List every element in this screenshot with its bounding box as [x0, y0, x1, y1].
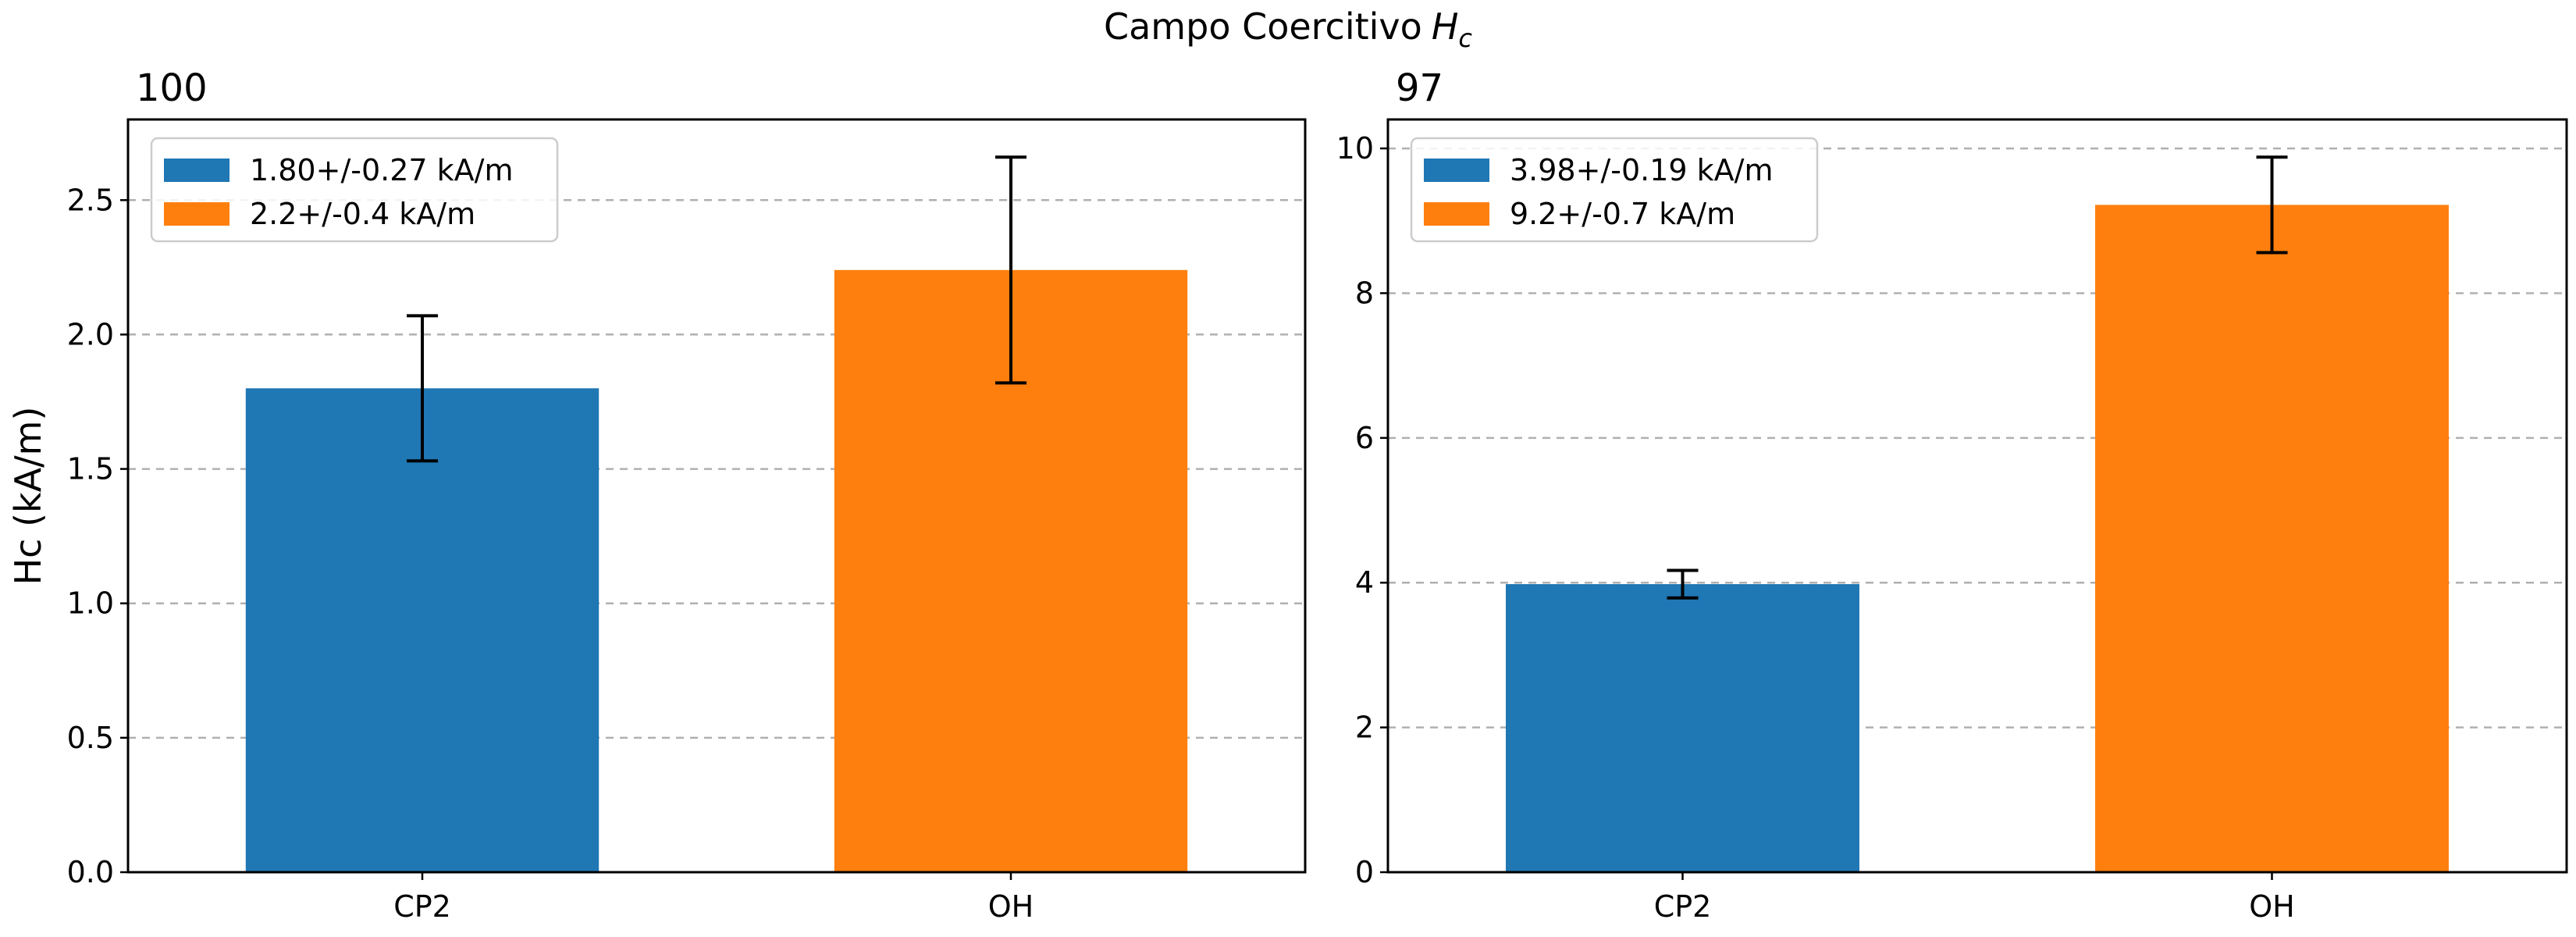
legend-label: 3.98+/-0.19 kA/m: [1510, 153, 1773, 187]
legend-label: 1.80+/-0.27 kA/m: [250, 153, 513, 187]
legend-box: [150, 137, 559, 243]
legend-swatch: [1424, 159, 1489, 182]
bar-oh: [2095, 205, 2449, 872]
figure-title-subscript: c: [1458, 23, 1472, 53]
y-axis-label: Hc (kA/m): [7, 407, 49, 586]
plot-frame: [1386, 118, 2568, 874]
panel-title: 100: [136, 66, 208, 110]
legend-swatch: [164, 202, 229, 226]
legend: 3.98+/-0.19 kA/m 9.2+/-0.7 kA/m: [1410, 137, 1819, 243]
x-tick-label: OH: [2249, 889, 2294, 924]
legend: 1.80+/-0.27 kA/m 2.2+/-0.4 kA/m: [150, 137, 559, 243]
y-tick-label: 6: [1355, 421, 1374, 455]
legend-label: 2.2+/-0.4 kA/m: [250, 197, 475, 231]
y-tick-label: 4: [1355, 565, 1374, 600]
legend-swatch: [1424, 202, 1489, 226]
chart-panel-1: 0.0 0.5 1.0 1.5 2.0 2.5 CP2 OH 100 Hc (kA/m) 1.80+…: [7, 66, 1307, 924]
figure-title-text: Campo Coercitivo: [1104, 5, 1422, 48]
y-tick-label: 2.5: [67, 183, 114, 217]
y-tick-label: 2: [1355, 711, 1374, 745]
y-tick-label: 10: [1336, 131, 1374, 166]
y-tick-label: 0.5: [67, 721, 114, 755]
figure-title: Campo Coercitivo Hc: [1104, 5, 1472, 53]
legend-box: [1410, 137, 1819, 243]
plot-frame: [126, 118, 1307, 874]
chart-panel-2: 0 2 4 6 8 10 CP2 OH 97 3.98+/-0.19 kA/m 9.2+/-0.7 …: [1336, 66, 2568, 924]
x-tick-label: CP2: [1654, 889, 1712, 924]
x-tick-label: OH: [988, 889, 1034, 924]
y-tick-label: 2.0: [67, 317, 114, 351]
y-tick-label: 1.5: [67, 452, 114, 486]
bar-cp2: [1506, 584, 1859, 872]
y-tick-label: 8: [1355, 276, 1374, 310]
panel-title: 97: [1396, 66, 1443, 110]
y-tick-label: 1.0: [67, 586, 114, 621]
x-tick-label: CP2: [393, 889, 451, 924]
bar-cp2: [245, 388, 600, 872]
y-tick-label: 0.0: [67, 855, 114, 889]
y-tick-label: 0: [1355, 855, 1374, 889]
legend-label: 9.2+/-0.7 kA/m: [1510, 197, 1735, 231]
figure-title-symbol: H: [1432, 5, 1459, 48]
legend-swatch: [164, 159, 229, 182]
